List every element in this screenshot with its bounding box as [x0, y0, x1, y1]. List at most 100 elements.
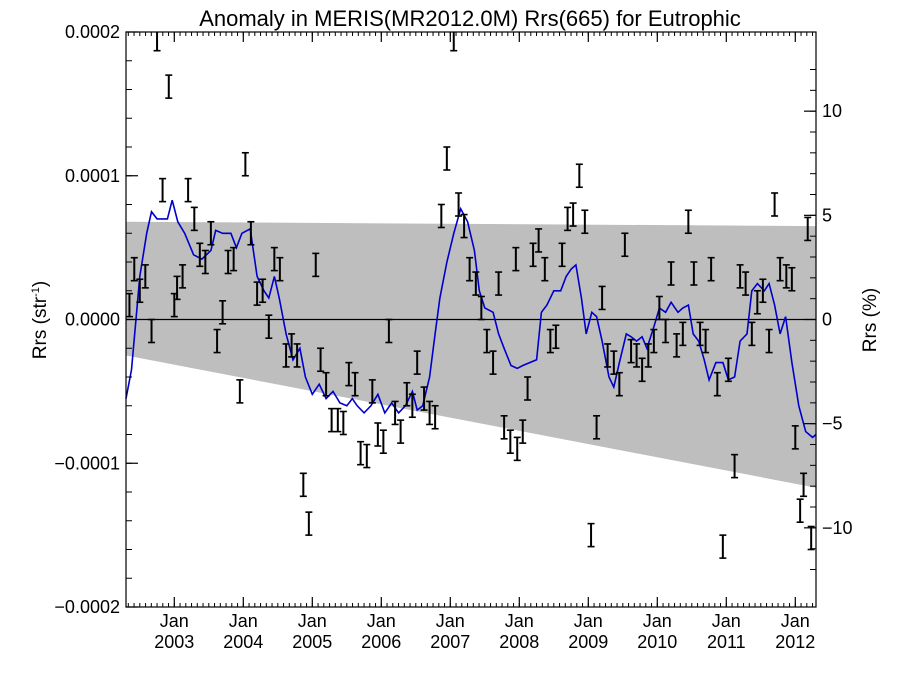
data-point: [450, 32, 458, 52]
x-tick-month-label: Jan: [229, 611, 258, 631]
y-tick-label: 0.0001: [65, 166, 120, 186]
data-point: [633, 343, 641, 368]
data-point: [466, 256, 474, 282]
data-point: [403, 381, 411, 407]
data-point: [610, 350, 618, 375]
data-point: [282, 343, 290, 368]
x-tick-year-label: 2008: [499, 632, 539, 652]
data-point: [724, 357, 732, 383]
x-tick-month-label: Jan: [367, 611, 396, 631]
data-point: [397, 419, 405, 444]
data-point: [265, 314, 273, 339]
data-point: [776, 256, 784, 282]
data-point: [379, 429, 387, 454]
data-point: [130, 256, 138, 282]
data-point: [519, 419, 527, 444]
data-point: [141, 264, 149, 289]
data-point: [357, 440, 365, 466]
data-point: [564, 206, 572, 232]
uncertainty-band-layer: [126, 221, 816, 488]
data-point: [270, 246, 278, 272]
data-point: [345, 361, 353, 387]
x-axis: Jan2003Jan2004Jan2005Jan2006Jan2007Jan20…: [127, 32, 815, 652]
data-point: [455, 192, 463, 217]
data-point: [800, 472, 808, 498]
data-point: [230, 246, 238, 272]
data-point: [288, 333, 296, 358]
data-point: [413, 350, 421, 375]
data-point: [293, 343, 301, 368]
data-point: [312, 252, 320, 278]
data-point: [736, 264, 744, 289]
x-tick-year-label: 2005: [292, 632, 332, 652]
data-point: [489, 350, 497, 375]
data-point: [328, 407, 336, 433]
data-point: [731, 453, 739, 479]
x-tick-month-label: Jan: [574, 611, 603, 631]
data-point: [460, 213, 468, 239]
x-tick-month-label: Jan: [298, 611, 327, 631]
data-point: [673, 333, 681, 358]
data-point: [351, 371, 359, 397]
data-point: [524, 376, 532, 401]
data-point: [690, 261, 698, 286]
data-point: [368, 379, 376, 404]
data-point: [684, 209, 692, 235]
data-point: [334, 407, 342, 433]
data-point: [742, 271, 750, 296]
smoothed-series-line: [125, 199, 817, 439]
data-points-layer: [125, 32, 815, 559]
x-tick-month-label: Jan: [643, 611, 672, 631]
data-point: [615, 371, 623, 397]
data-point: [219, 300, 227, 325]
data-point: [748, 321, 756, 347]
y-tick-label: −0.0002: [54, 597, 120, 617]
data-point: [276, 256, 284, 282]
y-axis-right: 10 5 0 −5 −10: [804, 69, 853, 570]
data-point: [667, 261, 675, 286]
x-tick-month-label: Jan: [712, 611, 741, 631]
x-tick-month-label: Jan: [436, 611, 465, 631]
data-point: [317, 347, 325, 373]
y2-tick-label: −10: [822, 518, 853, 538]
data-point: [513, 436, 521, 462]
data-point: [431, 404, 439, 430]
data-point: [190, 206, 198, 232]
data-point: [804, 216, 812, 242]
data-point: [791, 425, 799, 450]
data-point: [159, 177, 167, 203]
data-point: [604, 343, 612, 368]
data-point: [305, 511, 313, 536]
data-point: [552, 324, 560, 350]
x-tick-year-label: 2007: [430, 632, 470, 652]
chart-title: Anomaly in MERIS(MR2012.0M) Rrs(665) for…: [199, 6, 741, 31]
data-point: [546, 328, 554, 354]
y-tick-label: 0.0002: [65, 22, 120, 42]
data-point: [506, 429, 514, 454]
data-point: [385, 318, 393, 344]
data-point: [500, 415, 508, 440]
data-point: [472, 271, 480, 296]
data-point: [765, 328, 773, 354]
data-point: [165, 74, 173, 99]
data-point: [363, 443, 371, 469]
y2-tick-label: −5: [822, 414, 843, 434]
x-tick-year-label: 2012: [775, 632, 815, 652]
data-point: [575, 163, 583, 189]
data-point: [782, 264, 790, 289]
y-tick-label: 0.0000: [65, 310, 120, 330]
data-point: [655, 295, 663, 321]
data-point: [374, 422, 382, 447]
y2-tick-label: 0: [822, 310, 832, 330]
data-point: [541, 256, 549, 282]
data-point: [759, 278, 767, 304]
data-point: [621, 232, 629, 258]
data-point: [241, 151, 249, 177]
data-point: [339, 410, 347, 436]
data-point: [426, 400, 434, 426]
data-point: [529, 242, 537, 268]
x-tick-month-label: Jan: [160, 611, 189, 631]
data-point: [136, 278, 144, 304]
data-point: [512, 246, 520, 272]
